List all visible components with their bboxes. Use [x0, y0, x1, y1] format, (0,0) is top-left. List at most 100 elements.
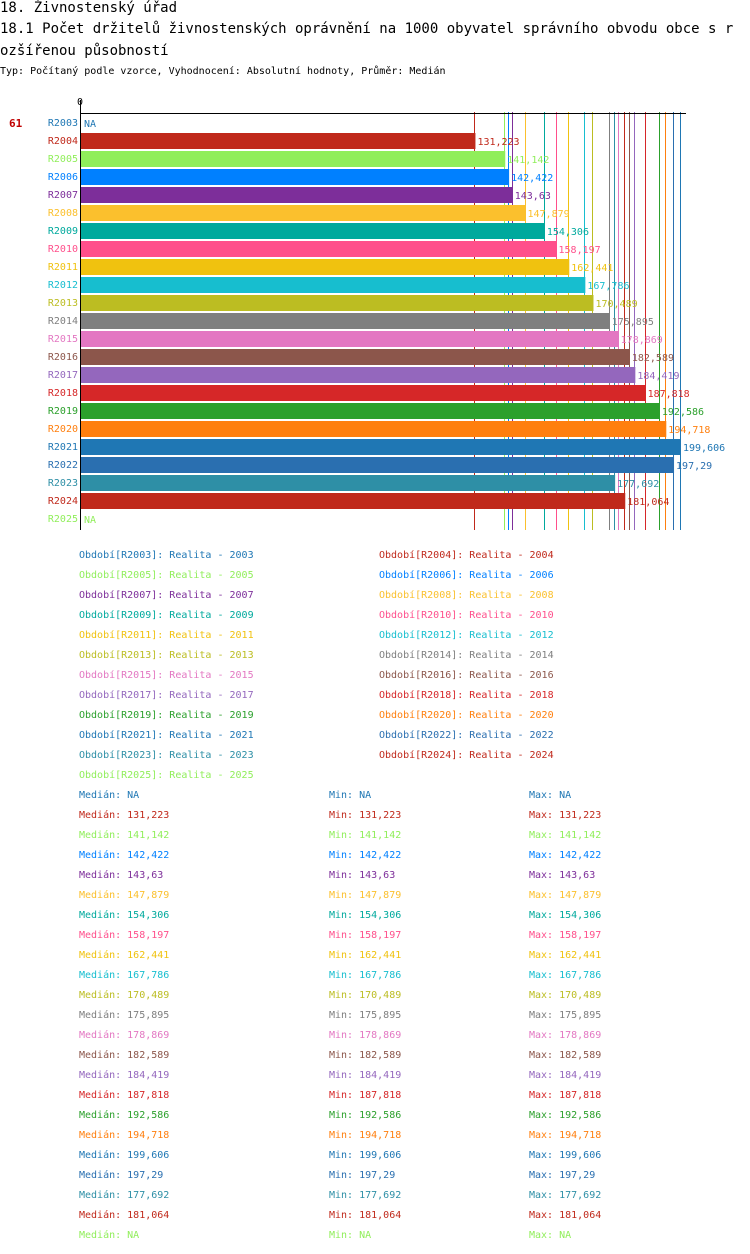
- stat-median: Medián: 175,895: [79, 1010, 170, 1021]
- stat-max: Max: 184,419: [529, 1070, 602, 1081]
- value-label-R2016: 182,589: [632, 353, 674, 364]
- category-label-R2022: R2022: [48, 460, 78, 471]
- stat-median: Medián: 162,441: [79, 950, 170, 961]
- value-label-R2010: 158,197: [559, 245, 601, 256]
- value-label-R2023: 177,692: [617, 479, 659, 490]
- stat-min: Min: 178,869: [329, 1030, 402, 1041]
- category-label-R2009: R2009: [48, 226, 78, 237]
- stat-max: Max: 142,422: [529, 850, 602, 861]
- stat-max: Max: 197,29: [529, 1170, 596, 1181]
- bar-R2007: [81, 187, 513, 203]
- category-label-R2015: R2015: [48, 334, 78, 345]
- legend-item: Období[R2012]: Realita - 2012: [379, 630, 554, 641]
- stat-min: Min: 181,064: [329, 1210, 402, 1221]
- value-label-R2021: 199,606: [683, 443, 725, 454]
- stat-max: Max: 181,064: [529, 1210, 602, 1221]
- value-label-R2012: 167,786: [587, 281, 629, 292]
- legend-item: Období[R2003]: Realita - 2003: [79, 550, 254, 561]
- legend-item: Období[R2022]: Realita - 2022: [379, 730, 554, 741]
- stat-min: Min: 192,586: [329, 1110, 402, 1121]
- category-label-R2017: R2017: [48, 370, 78, 381]
- value-label-R2020: 194,718: [668, 425, 710, 436]
- bar-R2023: [81, 475, 616, 491]
- stat-median: Medián: 192,586: [79, 1110, 170, 1121]
- stat-max: Max: NA: [529, 1230, 572, 1241]
- stat-median: Medián: 158,197: [79, 930, 170, 941]
- stat-min: Min: 187,818: [329, 1090, 402, 1101]
- legend-item: Období[R2016]: Realita - 2016: [379, 670, 554, 681]
- legend-item: Období[R2017]: Realita - 2017: [79, 690, 254, 701]
- category-label-R2021: R2021: [48, 442, 78, 453]
- bar-R2004: [81, 133, 476, 149]
- stat-min: Min: 170,489: [329, 990, 402, 1001]
- value-label-R2005: 141,142: [507, 155, 549, 166]
- stat-min: Min: 154,306: [329, 910, 402, 921]
- value-label-R2019: 192,586: [662, 407, 704, 418]
- stat-max: Max: 182,589: [529, 1050, 602, 1061]
- stat-median: Medián: 187,818: [79, 1090, 170, 1101]
- stat-median: Medián: 142,422: [79, 850, 170, 861]
- legend-item: Období[R2019]: Realita - 2019: [79, 710, 254, 721]
- bar-R2013: [81, 295, 594, 311]
- axis-zero-label: 0: [77, 97, 83, 108]
- legend-item: Období[R2008]: Realita - 2008: [379, 590, 554, 601]
- stat-min: Min: 142,422: [329, 850, 402, 861]
- legend-item: Období[R2020]: Realita - 2020: [379, 710, 554, 721]
- stat-min: Min: 197,29: [329, 1170, 396, 1181]
- stat-max: Max: 194,718: [529, 1130, 602, 1141]
- stat-min: Min: 143,63: [329, 870, 396, 881]
- stat-max: Max: 178,869: [529, 1030, 602, 1041]
- value-label-R2007: 143,63: [515, 191, 551, 202]
- value-label-R2013: 170,489: [595, 299, 637, 310]
- stat-min: Min: 162,441: [329, 950, 402, 961]
- stat-min: Min: 184,419: [329, 1070, 402, 1081]
- legend-item: Období[R2011]: Realita - 2011: [79, 630, 254, 641]
- bar-R2022: [81, 457, 675, 473]
- bar-R2024: [81, 493, 626, 509]
- section-title: 18. Živnostenský úřad: [0, 0, 178, 16]
- category-label-R2016: R2016: [48, 352, 78, 363]
- category-label-R2012: R2012: [48, 280, 78, 291]
- stat-max: Max: 147,879: [529, 890, 602, 901]
- value-label-R2024: 181,064: [627, 497, 669, 508]
- stat-max: Max: 154,306: [529, 910, 602, 921]
- stat-median: Medián: 178,869: [79, 1030, 170, 1041]
- value-label-R2011: 162,441: [571, 263, 613, 274]
- stat-max: Max: 199,606: [529, 1150, 602, 1161]
- bar-R2015: [81, 331, 619, 347]
- bar-R2016: [81, 349, 630, 365]
- stat-min: Min: 158,197: [329, 930, 402, 941]
- bar-R2018: [81, 385, 646, 401]
- stat-median: Medián: 141,142: [79, 830, 170, 841]
- category-label-R2019: R2019: [48, 406, 78, 417]
- stat-min: Min: 182,589: [329, 1050, 402, 1061]
- stat-max: Max: 141,142: [529, 830, 602, 841]
- stat-max: Max: 170,489: [529, 990, 602, 1001]
- category-label-R2004: R2004: [48, 136, 78, 147]
- stat-median: Medián: 167,786: [79, 970, 170, 981]
- value-label-R2008: 147,879: [528, 209, 570, 220]
- stat-min: Min: NA: [329, 1230, 372, 1241]
- stat-median: Medián: 181,064: [79, 1210, 170, 1221]
- stat-median: Medián: NA: [79, 1230, 140, 1241]
- category-label-R2025: R2025: [48, 514, 78, 525]
- value-label-R2017: 184,419: [637, 371, 679, 382]
- bar-R2005: [81, 151, 506, 167]
- stat-min: Min: 141,142: [329, 830, 402, 841]
- value-label-R2014: 175,895: [612, 317, 654, 328]
- stat-median: Medián: 199,606: [79, 1150, 170, 1161]
- stat-max: Max: 158,197: [529, 930, 602, 941]
- category-label-R2020: R2020: [48, 424, 78, 435]
- stat-min: Min: 131,223: [329, 810, 402, 821]
- stat-median: Medián: 154,306: [79, 910, 170, 921]
- value-label-R2004: 131,223: [477, 137, 519, 148]
- value-label-R2015: 178,869: [621, 335, 663, 346]
- stat-max: Max: 162,441: [529, 950, 602, 961]
- legend-item: Období[R2007]: Realita - 2007: [79, 590, 254, 601]
- stat-max: Max: 192,586: [529, 1110, 602, 1121]
- bar-R2012: [81, 277, 586, 293]
- rank-label: 61: [9, 117, 23, 130]
- category-label-R2003: R2003: [48, 118, 78, 129]
- legend-item: Období[R2015]: Realita - 2015: [79, 670, 254, 681]
- legend-item: Období[R2025]: Realita - 2025: [79, 770, 254, 781]
